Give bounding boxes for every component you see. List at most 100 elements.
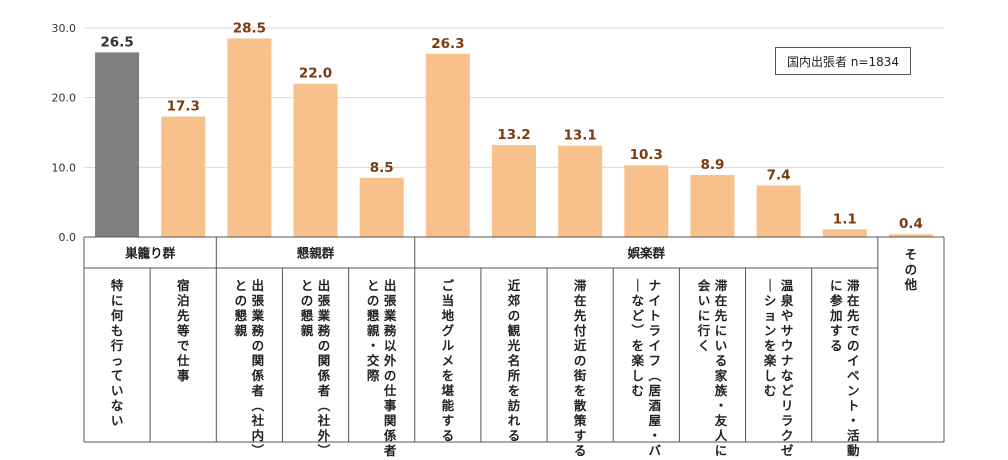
category-char: 出 (318, 278, 331, 293)
category-char: 交 (367, 353, 380, 368)
category-char: る (830, 338, 843, 353)
category-char: を (574, 383, 587, 398)
value-labels: 26.5 17.3 28.5 22.0 8.5 26.3 13.2 13.1 10.3 8.9 7.… (100, 20, 922, 232)
category-char: 係 (384, 428, 397, 443)
category-char: 務 (384, 323, 397, 338)
category-char: フ (649, 353, 662, 368)
category-char: の (508, 308, 521, 323)
category-char: 外 (383, 353, 397, 368)
category-char: 親 (301, 323, 314, 338)
category-char: ナ (649, 278, 662, 293)
category-char: 業 (383, 308, 397, 323)
category-char: 策 (574, 413, 587, 428)
category-char: な (632, 293, 645, 308)
category-char: 特 (111, 278, 124, 293)
category-char: ・ (847, 413, 860, 428)
category-char: ご (442, 278, 455, 293)
category-label: 出張業務の関係者︵社外︶ (317, 278, 331, 458)
category-char: 他 (904, 277, 918, 292)
category-char: な (111, 398, 124, 413)
category-char: 楽 (631, 353, 645, 368)
category-char: ｜ (632, 278, 645, 293)
category-char: の (847, 338, 860, 353)
category-char: ︵ (251, 398, 265, 413)
bar (293, 83, 338, 237)
category-char: 関 (252, 353, 265, 368)
value-label: 0.4 (899, 216, 923, 232)
category-char: 堪 (442, 383, 455, 398)
category-char: イ (847, 353, 860, 368)
category-char: 関 (318, 353, 331, 368)
category-char: 活 (847, 428, 860, 443)
category-char: 係 (318, 368, 331, 383)
bar (690, 174, 735, 237)
value-label: 28.5 (233, 20, 266, 36)
category-label: 滞在先にいる家族・友人に (714, 278, 728, 458)
category-char: 仕 (176, 353, 190, 368)
category-char: に (698, 308, 711, 323)
category-char: て (111, 368, 124, 383)
category-char: い (111, 413, 124, 428)
category-char: ト (847, 398, 860, 413)
category-char: 先 (847, 308, 860, 323)
category-char: を (442, 368, 455, 383)
category-label: との懇親 (235, 278, 248, 338)
bar (492, 145, 536, 237)
value-label: 7.4 (767, 167, 791, 183)
category-char: シ (764, 293, 777, 308)
category-char: 訪 (508, 398, 521, 413)
category-char: 能 (442, 398, 455, 413)
bar (161, 116, 206, 237)
category-char: ︵ (317, 398, 331, 413)
category-char: 屋 (649, 413, 662, 428)
category-char: 温 (781, 278, 794, 293)
value-label: 26.3 (431, 36, 464, 52)
category-char: 者 (251, 383, 265, 398)
category-char: 泉 (780, 293, 794, 308)
category-char: 務 (318, 323, 331, 338)
category-label: 近郊の観光名所を訪れる (507, 278, 521, 443)
category-char: 懇 (235, 308, 248, 323)
category-char: ︵ (648, 368, 662, 383)
category-char: を (764, 338, 777, 353)
category-char: ナ (781, 353, 794, 368)
category-char: む (632, 383, 645, 398)
category-char: 事 (177, 368, 190, 383)
category-char: ン (764, 323, 777, 338)
category-char: の (318, 338, 331, 353)
category-char: ・ (649, 428, 662, 443)
category-char: 際 (367, 368, 380, 383)
category-label: 滞在先付近の街を散策する (573, 278, 587, 458)
category-char: 在 (847, 293, 860, 308)
category-char: 懇 (301, 308, 314, 323)
value-label: 8.9 (701, 157, 725, 173)
category-char: す (574, 428, 587, 443)
category-char: 行 (697, 323, 711, 338)
category-char: 会 (698, 278, 711, 293)
category-char: 社 (251, 413, 265, 428)
category-char: 友 (714, 413, 728, 428)
category-char: 観 (508, 323, 521, 338)
category-char: 動 (847, 443, 860, 458)
value-label: 10.3 (630, 147, 663, 163)
category-char: の (235, 293, 248, 308)
category-char: と (301, 278, 314, 293)
category-char: そ (905, 247, 918, 262)
category-char: ・ (367, 338, 380, 353)
category-char: ウ (781, 338, 794, 353)
category-label: 出張業務の関係者︵社内︶ (251, 278, 265, 458)
category-char: ョ (764, 308, 777, 323)
category-char: 近 (574, 338, 587, 353)
category-char: 郊 (508, 293, 521, 308)
category-char: 事 (384, 398, 397, 413)
category-char: 親 (235, 323, 248, 338)
category-char: 関 (384, 413, 397, 428)
category-label: 会いに行く (697, 278, 711, 353)
bar (756, 185, 801, 237)
category-char: も (111, 323, 124, 338)
category-char: 者 (383, 443, 397, 458)
category-char: ク (781, 428, 794, 443)
category-char: い (715, 338, 728, 353)
category-char: ｜ (764, 278, 777, 293)
category-char: れ (508, 413, 521, 428)
